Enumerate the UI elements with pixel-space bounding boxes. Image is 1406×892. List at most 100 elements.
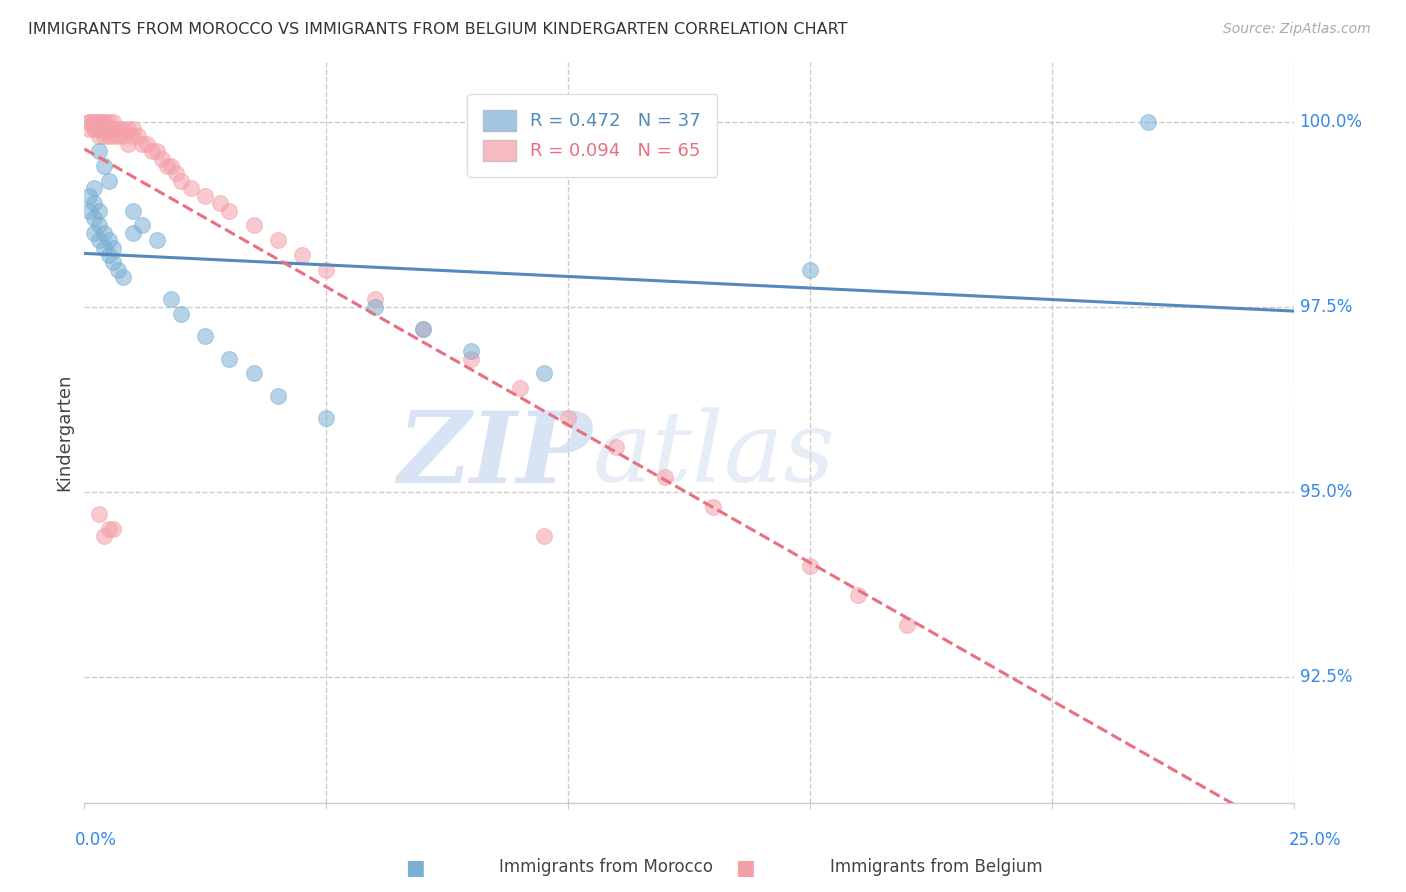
Point <box>83 114 105 128</box>
Point <box>83 114 105 128</box>
Point <box>131 219 153 233</box>
Point <box>77 122 100 136</box>
Point <box>87 145 110 159</box>
Point <box>194 329 217 343</box>
Point <box>112 122 135 136</box>
Point <box>107 122 129 136</box>
Point <box>83 211 105 225</box>
Point <box>83 226 105 240</box>
Point <box>412 322 434 336</box>
Point <box>97 174 120 188</box>
Point <box>267 389 290 403</box>
Point <box>103 241 125 255</box>
Point <box>93 226 115 240</box>
Text: Source: ZipAtlas.com: Source: ZipAtlas.com <box>1223 22 1371 37</box>
Point <box>170 174 193 188</box>
Point <box>170 307 193 321</box>
Point <box>315 410 337 425</box>
Text: ZIP: ZIP <box>398 407 592 503</box>
Point <box>146 145 169 159</box>
Point <box>103 114 125 128</box>
Point <box>87 114 110 128</box>
Point <box>103 129 125 144</box>
Point <box>87 114 110 128</box>
Point <box>363 300 385 314</box>
Point <box>165 167 187 181</box>
Point <box>160 159 183 173</box>
Text: ■: ■ <box>405 858 425 878</box>
Text: 97.5%: 97.5% <box>1299 298 1353 316</box>
Point <box>97 122 120 136</box>
Point <box>799 558 821 573</box>
Point <box>242 219 264 233</box>
Point <box>93 114 115 128</box>
Point <box>103 255 125 269</box>
Text: atlas: atlas <box>592 407 835 502</box>
Point <box>87 507 110 521</box>
Text: ■: ■ <box>735 858 755 878</box>
Point <box>103 122 125 136</box>
Point <box>97 129 120 144</box>
Point <box>97 122 120 136</box>
Point <box>87 203 110 218</box>
Text: Immigrants from Belgium: Immigrants from Belgium <box>830 858 1042 876</box>
Text: 25.0%: 25.0% <box>1288 831 1341 849</box>
Point <box>117 136 139 151</box>
Point <box>702 500 724 514</box>
Point <box>136 136 159 151</box>
Point <box>97 233 120 247</box>
Point <box>77 114 100 128</box>
Point <box>131 136 153 151</box>
Legend: R = 0.472   N = 37, R = 0.094   N = 65: R = 0.472 N = 37, R = 0.094 N = 65 <box>467 94 717 177</box>
Point <box>87 233 110 247</box>
Point <box>557 410 579 425</box>
Point <box>121 203 143 218</box>
Point <box>83 122 105 136</box>
Point <box>127 129 149 144</box>
Text: IMMIGRANTS FROM MOROCCO VS IMMIGRANTS FROM BELGIUM KINDERGARTEN CORRELATION CHAR: IMMIGRANTS FROM MOROCCO VS IMMIGRANTS FR… <box>28 22 848 37</box>
Point <box>155 159 177 173</box>
Point <box>93 114 115 128</box>
Point <box>799 262 821 277</box>
Point <box>77 203 100 218</box>
Point <box>141 145 163 159</box>
Point <box>107 262 129 277</box>
Point <box>121 226 143 240</box>
Text: 100.0%: 100.0% <box>1299 112 1362 130</box>
Point <box>97 114 120 128</box>
Point <box>412 322 434 336</box>
Point <box>117 122 139 136</box>
Point <box>112 129 135 144</box>
Point <box>83 122 105 136</box>
Point <box>242 367 264 381</box>
Point <box>896 618 918 632</box>
Point <box>180 181 202 195</box>
Point <box>509 381 531 395</box>
Point <box>121 122 143 136</box>
Point <box>460 351 482 366</box>
Point <box>146 233 169 247</box>
Point <box>103 522 125 536</box>
Point <box>267 233 290 247</box>
Point <box>93 122 115 136</box>
Point <box>218 351 240 366</box>
Point <box>846 589 869 603</box>
Point <box>87 122 110 136</box>
Point <box>363 293 385 307</box>
Point <box>654 470 676 484</box>
Point <box>150 152 173 166</box>
Point <box>107 129 129 144</box>
Point <box>605 441 627 455</box>
Text: 92.5%: 92.5% <box>1299 668 1353 686</box>
Point <box>208 196 231 211</box>
Point <box>93 241 115 255</box>
Point <box>93 529 115 543</box>
Point <box>87 122 110 136</box>
Point <box>93 129 115 144</box>
Point <box>112 270 135 285</box>
Point <box>121 129 143 144</box>
Text: 0.0%: 0.0% <box>75 831 117 849</box>
Point <box>87 219 110 233</box>
Point <box>533 367 555 381</box>
Y-axis label: Kindergarten: Kindergarten <box>55 374 73 491</box>
